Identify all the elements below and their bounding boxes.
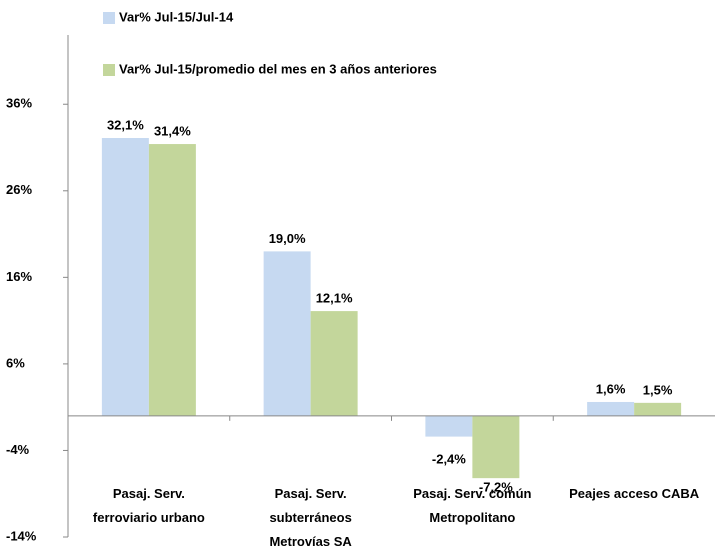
y-tick-label: 6% bbox=[6, 355, 25, 370]
bar bbox=[472, 415, 520, 479]
x-tick-label: Pasaj. Serv. ferroviario urbano bbox=[93, 486, 205, 525]
data-label: 31,4% bbox=[154, 123, 191, 138]
bar bbox=[310, 311, 358, 416]
legend-swatch bbox=[103, 64, 115, 76]
legend-swatch bbox=[103, 12, 115, 24]
bar bbox=[101, 137, 149, 416]
bar bbox=[148, 144, 196, 416]
x-tick-label: Pasaj. Serv. común Metropolitano bbox=[413, 486, 531, 525]
bar bbox=[263, 251, 311, 416]
y-tick-label: -14% bbox=[6, 528, 37, 543]
y-tick-label: 26% bbox=[6, 182, 32, 197]
bar bbox=[425, 415, 473, 437]
legend-label: Var% Jul-15/promedio del mes en 3 años a… bbox=[119, 61, 437, 76]
x-tick-label: Peajes acceso CABA bbox=[569, 486, 700, 501]
y-tick-label: -4% bbox=[6, 442, 30, 457]
bar bbox=[587, 401, 635, 416]
y-tick-label: 36% bbox=[6, 96, 32, 111]
bar bbox=[634, 402, 682, 416]
data-label: 1,6% bbox=[596, 381, 626, 396]
legend-label: Var% Jul-15/Jul-14 bbox=[119, 9, 234, 24]
data-label: -2,4% bbox=[432, 451, 466, 466]
data-label: 19,0% bbox=[269, 231, 306, 246]
data-label: 32,1% bbox=[107, 117, 144, 132]
data-label: 12,1% bbox=[316, 291, 353, 306]
y-tick-label: 16% bbox=[6, 269, 32, 284]
data-label: -7,2% bbox=[479, 480, 513, 495]
data-label: 1,5% bbox=[643, 382, 673, 397]
x-tick-label: Pasaj. Serv. subterráneos Metrovías SA bbox=[269, 486, 352, 548]
